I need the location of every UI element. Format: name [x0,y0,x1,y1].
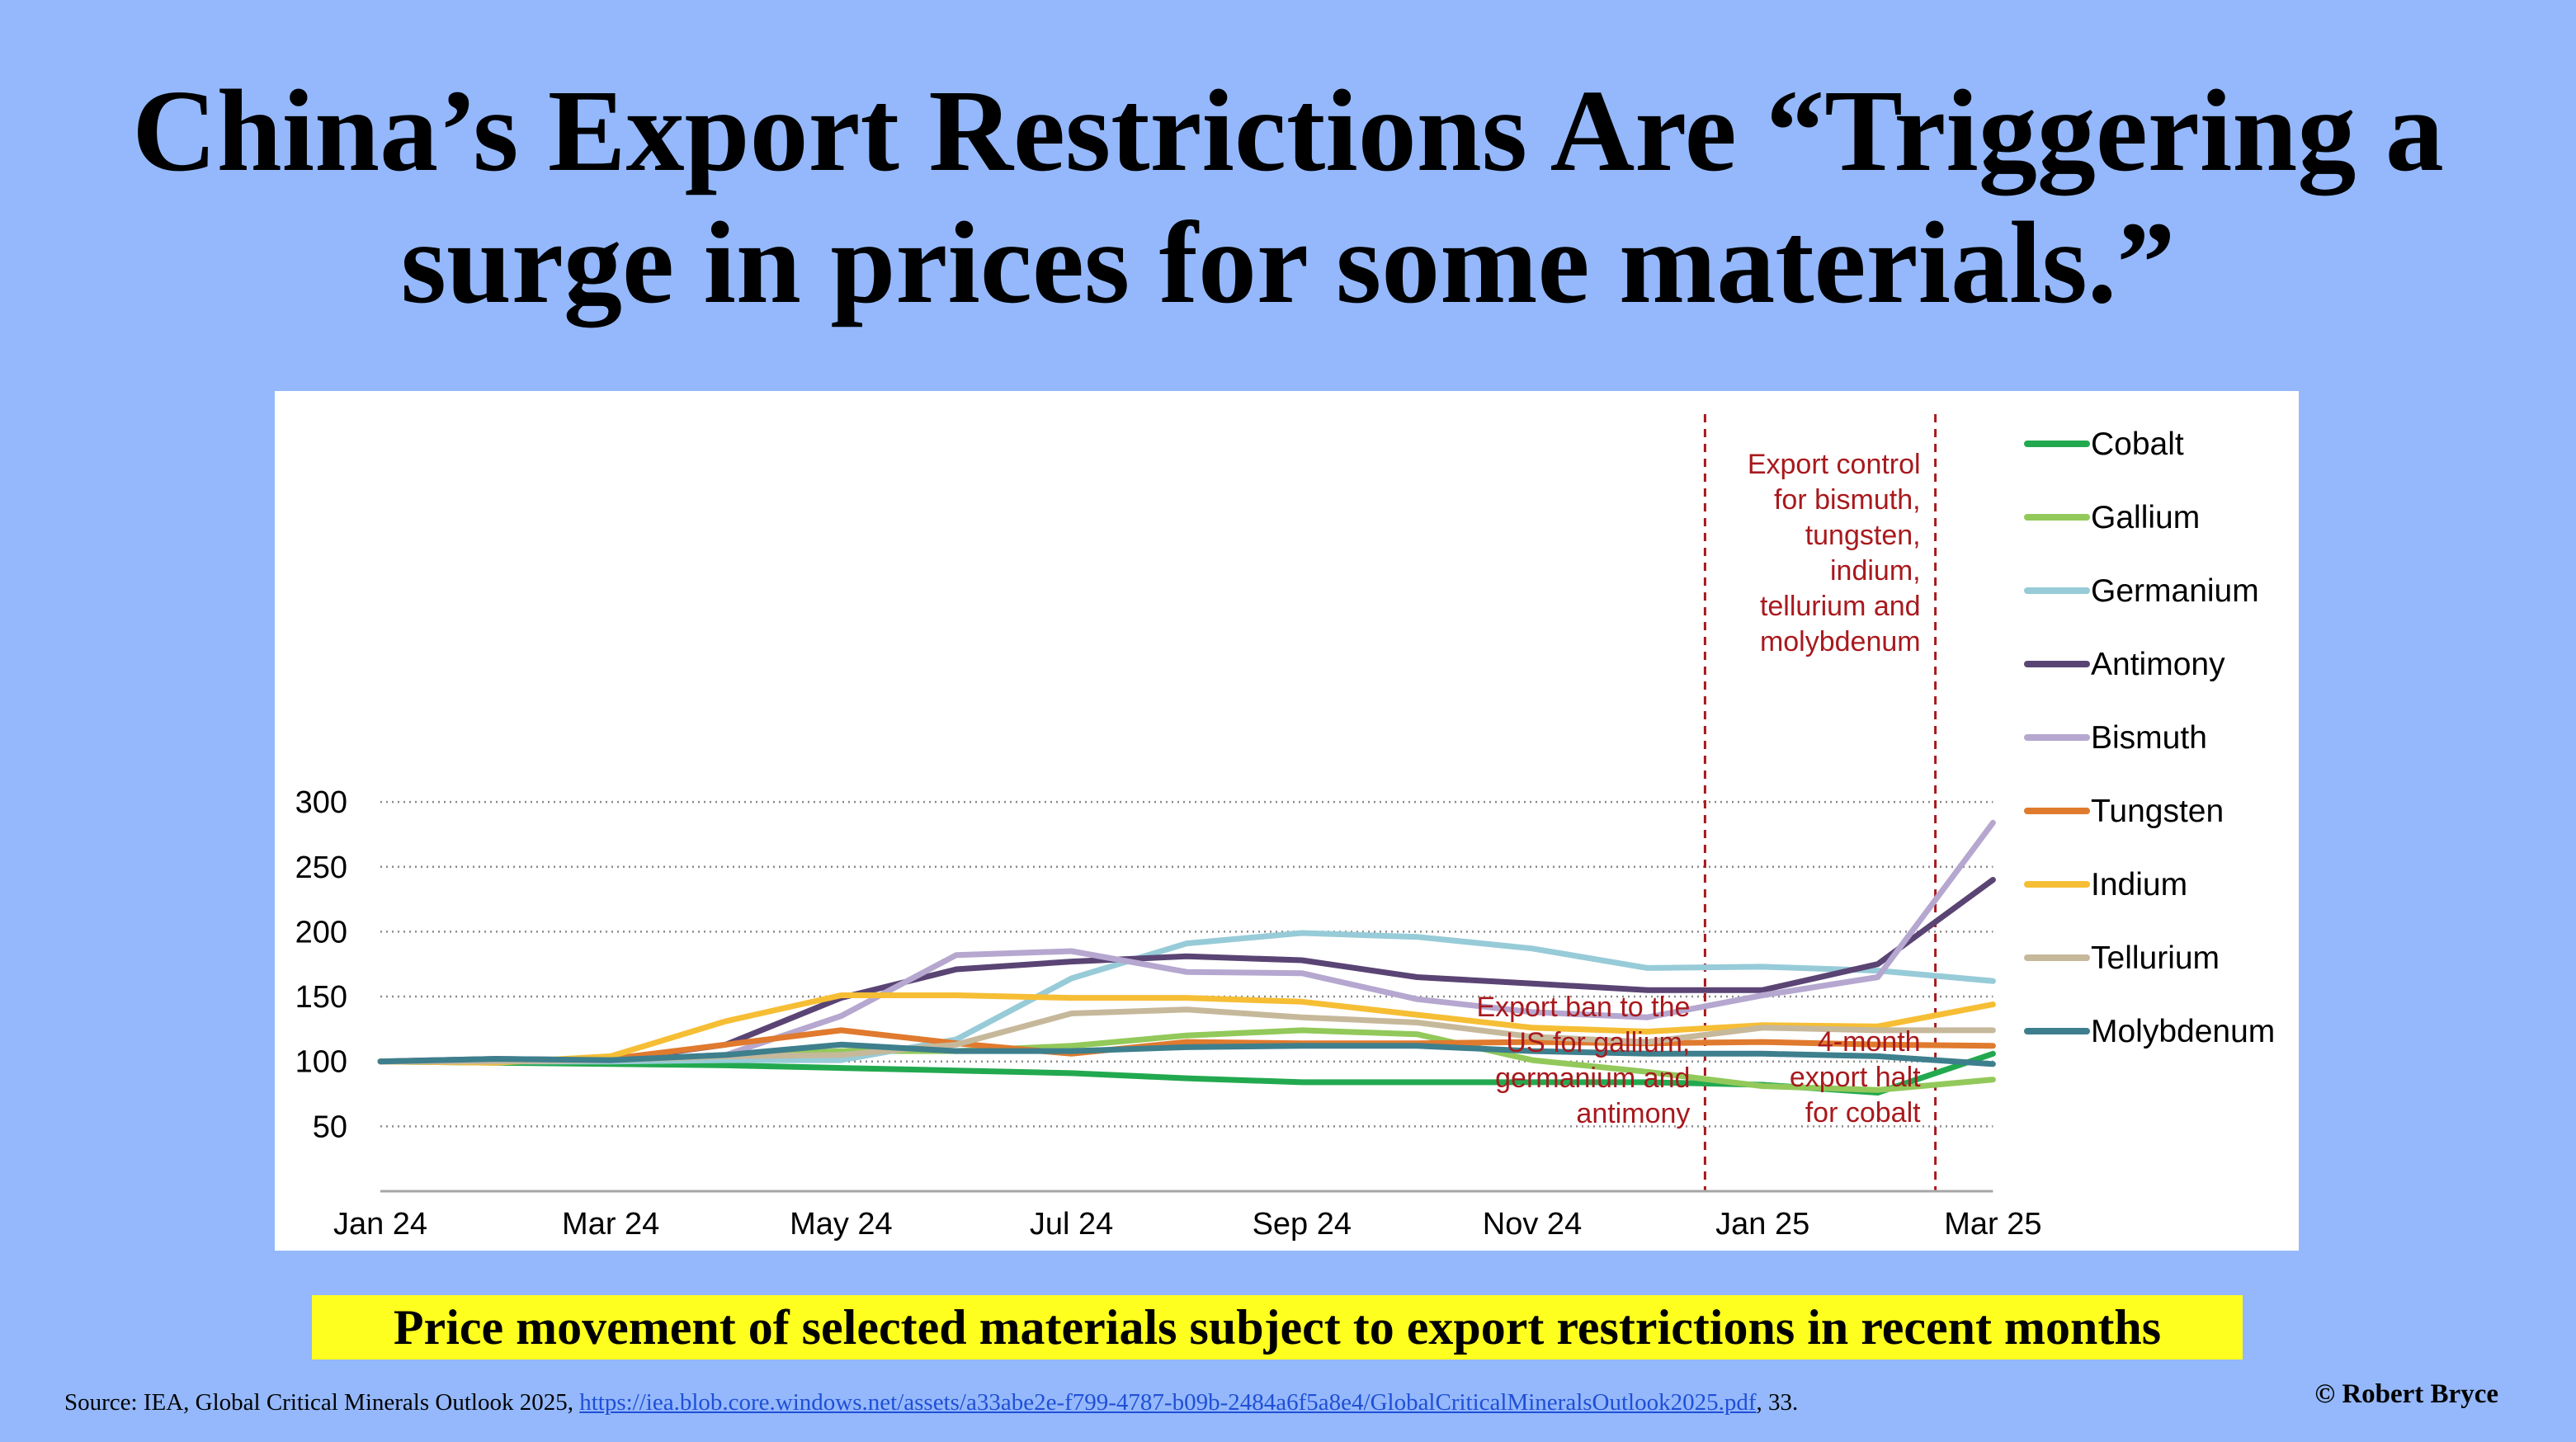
legend-label: Bismuth [2091,720,2207,756]
y-tick-label: 200 [295,915,347,950]
legend-label: Germanium [2091,573,2259,609]
source-suffix: , 33. [1756,1389,1799,1416]
legend-label: Tungsten [2091,794,2224,829]
y-tick-label: 100 [295,1045,347,1080]
legend-label: Indium [2091,867,2187,902]
legend-item-molybdenum: Molybdenum [2024,1014,2275,1049]
legend-item-antimony: Antimony [2024,647,2225,682]
legend-label: Gallium [2091,500,2200,535]
legend-label: Molybdenum [2091,1014,2275,1049]
series-line-indium [377,992,1996,1066]
legend-item-tellurium: Tellurium [2024,940,2220,976]
slide-title: China’s Export Restrictions Are “Trigger… [0,64,2576,328]
annotation-lines [1703,414,1937,1191]
x-tick-label: Mar 25 [1944,1207,2041,1242]
source-prefix: Source: IEA, Global Critical Minerals Ou… [64,1389,580,1416]
y-tick-label: 150 [295,980,347,1015]
chart-panel: 50 100 150 200 250 300 Jan 24 Mar 24 May 24 Jul 2… [275,391,2299,1251]
source-link[interactable]: https://iea.blob.core.windows.net/assets… [579,1389,1757,1416]
y-tick-label: 250 [295,851,347,885]
x-tick-label: Jan 25 [1715,1207,1809,1242]
legend-item-tungsten: Tungsten [2024,794,2224,829]
x-tick-label: Jul 24 [1030,1207,1113,1242]
title-line-2: surge in prices for some materials.” [400,197,2176,328]
legend-item-cobalt: Cobalt [2024,426,2184,462]
x-tick-label: Mar 24 [562,1207,659,1242]
legend-item-bismuth: Bismuth [2024,720,2207,756]
legend-item-gallium: Gallium [2024,500,2200,535]
y-tick-label: 300 [295,785,347,820]
chart-caption: Price movement of selected materials sub… [312,1295,2243,1360]
y-tick-label: 50 [313,1110,347,1144]
x-tick-label: May 24 [790,1207,893,1242]
annotation-text: 4-month export halt for cobalt [1790,1026,1921,1129]
x-tick-label: Jan 24 [333,1207,427,1242]
x-tick-label: Sep 24 [1253,1207,1352,1242]
legend-item-indium: Indium [2024,867,2187,902]
chart-series [377,819,1996,1096]
copyright-notice: © Robert Bryce [2314,1379,2498,1409]
series-line-molybdenum [377,1041,1996,1067]
title-line-1: China’s Export Restrictions Are “Trigger… [132,65,2444,196]
legend-label: Cobalt [2091,426,2184,462]
annotation-texts: Export ban to the US for gallium, germaniu… [1476,449,1921,1129]
x-tick-label: Nov 24 [1483,1207,1582,1242]
legend-item-germanium: Germanium [2024,573,2259,609]
source-note: Source: IEA, Global Critical Minerals Ou… [64,1389,1798,1416]
legend-label: Antimony [2091,647,2225,682]
line-chart: 50 100 150 200 250 300 Jan 24 Mar 24 May 24 Jul 2… [295,414,2275,1242]
annotation-text: Export control for bismuth, tungsten, indiu… [1748,449,1921,657]
legend-label: Tellurium [2091,940,2220,976]
chart-axis: 50 100 150 200 250 300 Jan 24 Mar 24 May 24 Jul 2… [295,785,2042,1242]
annotation-text: Export ban to the US for gallium, germaniu… [1476,992,1690,1129]
chart-legend: Cobalt Gallium Germanium Antimony Bismuth Tun… [2024,426,2275,1049]
series-line-tungsten [377,1027,1996,1065]
